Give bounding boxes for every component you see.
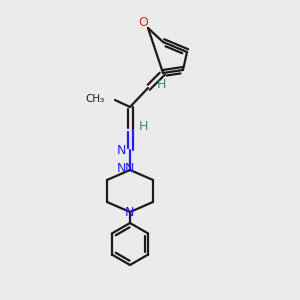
Text: N: N bbox=[124, 163, 134, 176]
Text: H: H bbox=[138, 121, 148, 134]
Text: N: N bbox=[116, 161, 126, 175]
Text: H: H bbox=[156, 79, 166, 92]
Text: O: O bbox=[138, 16, 148, 29]
Text: N: N bbox=[116, 143, 126, 157]
Text: CH₃: CH₃ bbox=[86, 94, 105, 104]
Text: N: N bbox=[124, 206, 134, 220]
